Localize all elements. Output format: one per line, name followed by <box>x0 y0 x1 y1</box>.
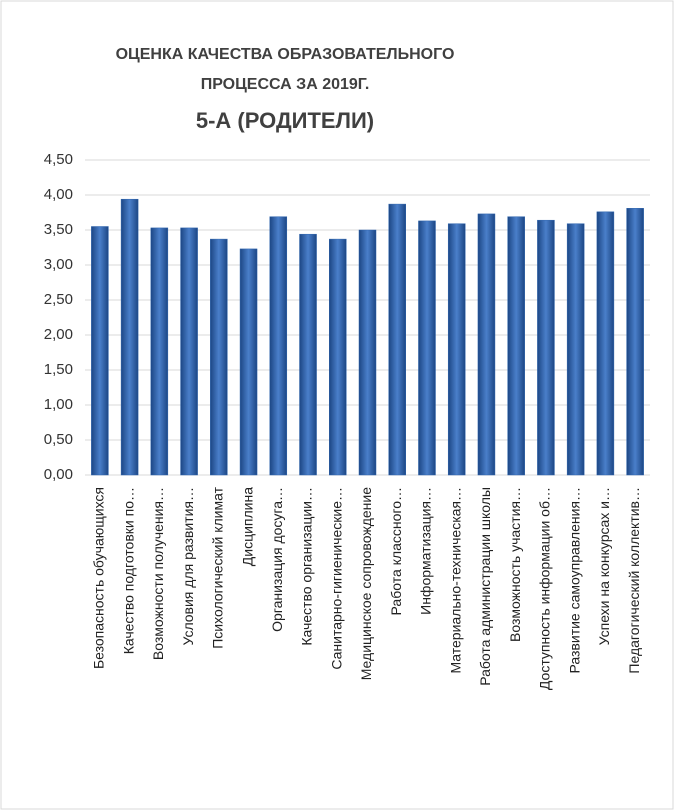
y-tick-label: 1,50 <box>44 361 73 378</box>
y-tick-label: 0,50 <box>44 431 73 448</box>
x-tick-label: Организация досуга… <box>269 487 285 632</box>
bar <box>91 226 109 476</box>
bar <box>150 227 169 476</box>
bar <box>210 238 228 476</box>
x-tick-label: Информатизация… <box>418 487 434 615</box>
y-tick-label: 1,00 <box>44 396 73 413</box>
x-tick-label: Безопасность обучающихся <box>91 487 107 669</box>
bar <box>507 216 525 476</box>
x-tick-label: Работа классного… <box>388 487 404 615</box>
x-tick-label: Доступность информации об… <box>537 487 553 690</box>
bar <box>537 219 555 476</box>
y-tick-label: 4,00 <box>44 186 73 203</box>
bar <box>269 216 288 476</box>
x-tick-label: Психологический климат <box>210 486 226 648</box>
bar <box>180 227 198 476</box>
bar <box>358 229 377 476</box>
y-tick-label: 0,00 <box>44 466 73 483</box>
bar <box>329 238 347 476</box>
y-tick-label: 3,00 <box>44 256 73 273</box>
bar <box>596 211 615 476</box>
bar <box>239 248 258 476</box>
x-tick-label: Успехи на конкурсах и… <box>596 487 612 645</box>
x-tick-label: Медицинское сопровождение <box>358 487 374 680</box>
bar <box>299 233 317 476</box>
bar <box>626 208 644 476</box>
y-tick-label: 2,00 <box>44 326 73 343</box>
x-tick-label: Качество подготовки по… <box>120 487 136 654</box>
chart-title: ОЦЕНКА КАЧЕСТВА ОБРАЗОВАТЕЛЬНОГО ПРОЦЕССА… <box>116 46 455 93</box>
x-tick-label: Материально-техническая… <box>447 487 463 674</box>
x-tick-label: Возможность участия… <box>507 487 523 642</box>
y-tick-label: 4,50 <box>44 151 73 168</box>
x-tick-label: Возможности получения… <box>150 487 166 660</box>
chart-subtitle: 5-А (РОДИТЕЛИ) <box>196 108 374 133</box>
bar <box>120 198 139 476</box>
bar <box>477 213 496 476</box>
bar <box>388 203 406 476</box>
x-tick-label: Работа администрации школы <box>477 487 493 686</box>
y-tick-label: 3,50 <box>44 221 73 238</box>
y-tick-label: 2,50 <box>44 291 73 308</box>
x-tick-label: Развитие самоуправления… <box>566 487 582 673</box>
x-tick-label: Качество организации… <box>299 487 315 646</box>
x-tick-label: Дисциплина <box>239 487 255 566</box>
x-tick-label: Педагогический коллектив… <box>626 487 642 674</box>
bar <box>447 223 466 476</box>
bar <box>418 220 436 476</box>
x-tick-label: Условия для развития… <box>180 487 196 646</box>
bar <box>566 223 585 476</box>
x-tick-label: Санитарно-гигиенические… <box>328 487 344 670</box>
